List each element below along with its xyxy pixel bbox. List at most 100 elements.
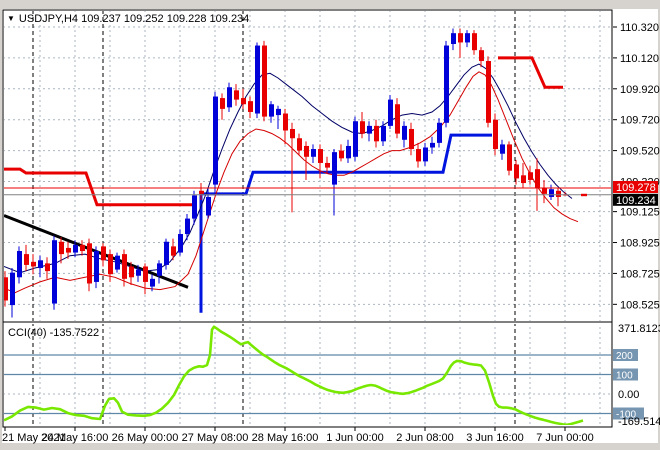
cci-level-tag: -100 bbox=[616, 410, 636, 421]
time-axis-label: 28 May 16:00 bbox=[252, 432, 319, 444]
candle-body bbox=[430, 142, 435, 148]
candle-body bbox=[493, 119, 498, 150]
last-price-tag: 109.234 bbox=[616, 195, 656, 207]
candle-body bbox=[248, 101, 253, 112]
time-axis-label: 7 Jun 00:00 bbox=[536, 432, 594, 444]
resistance-step-line[interactable] bbox=[4, 167, 195, 207]
candle-body bbox=[164, 241, 169, 265]
candle-body bbox=[311, 149, 316, 157]
price-axis-label: 109.720 bbox=[620, 115, 660, 127]
candle-body bbox=[458, 33, 463, 43]
time-axis-label: 3 Jun 16:00 bbox=[466, 432, 524, 444]
cci-level-tag-bg bbox=[613, 368, 638, 381]
candle-body bbox=[472, 33, 477, 51]
candle-body bbox=[542, 187, 547, 194]
price-axis-label: 108.525 bbox=[620, 299, 660, 311]
bid-price-tag: 109.278 bbox=[616, 182, 656, 194]
candle-body bbox=[150, 278, 155, 287]
cci-panel[interactable] bbox=[3, 322, 612, 427]
cci-indicator-label: CCI(40) -135.7522 bbox=[8, 327, 99, 339]
candle-body bbox=[262, 45, 267, 117]
candle-body bbox=[178, 234, 183, 253]
cci-level-tag-bg bbox=[613, 407, 644, 420]
candle-body bbox=[381, 125, 386, 142]
candle-body bbox=[269, 104, 274, 117]
price-axis[interactable]: 110.320110.120109.920109.720109.520109.3… bbox=[613, 22, 660, 428]
candle-body bbox=[4, 277, 8, 301]
candle-body bbox=[451, 33, 456, 44]
candle-body bbox=[409, 128, 414, 150]
last-price-tag-bg bbox=[613, 193, 658, 206]
candle-body bbox=[374, 125, 379, 142]
candle-body bbox=[549, 189, 554, 197]
candle-body bbox=[66, 247, 71, 253]
candle-body bbox=[507, 144, 512, 171]
symbol-ohlc-text: USDJPY,H4 109.237 109.252 109.228 109.23… bbox=[18, 13, 250, 25]
price-axis-label: 109.520 bbox=[620, 146, 660, 158]
support-step-line[interactable] bbox=[199, 133, 492, 313]
current-bar-marker bbox=[581, 193, 587, 197]
candle-body bbox=[339, 150, 344, 159]
cci-panel-border bbox=[2, 321, 613, 428]
chart-title: ▼ USDJPY,H4 109.237 109.252 109.228 109.2… bbox=[7, 13, 249, 25]
candle-body bbox=[220, 98, 225, 109]
cci-level-tag: 100 bbox=[616, 371, 633, 382]
candle-body bbox=[24, 254, 29, 265]
candle-body bbox=[185, 218, 190, 235]
candle-body bbox=[395, 104, 400, 134]
candle-body bbox=[437, 122, 442, 143]
candle-body bbox=[17, 251, 22, 278]
cci-value: -135.7522 bbox=[49, 327, 100, 339]
candle-body bbox=[304, 145, 309, 157]
price-axis-label: 109.125 bbox=[620, 207, 660, 219]
candle-body bbox=[535, 169, 540, 188]
cci-level-tag-bg bbox=[613, 349, 638, 361]
candle-body bbox=[115, 255, 120, 270]
candle-body bbox=[192, 195, 197, 219]
candle-body bbox=[171, 246, 176, 256]
candle-body bbox=[283, 113, 288, 131]
candle-body bbox=[73, 244, 78, 253]
candle-body bbox=[234, 90, 239, 100]
candle-body bbox=[402, 125, 407, 140]
cci-line bbox=[4, 325, 584, 425]
resistance-step-line-2[interactable] bbox=[498, 56, 563, 89]
candle-body bbox=[556, 190, 561, 197]
candle-body bbox=[528, 172, 533, 180]
candle-body bbox=[332, 152, 337, 185]
candle-body bbox=[108, 254, 113, 275]
price-axis-label: 108.725 bbox=[620, 268, 660, 280]
candle-body bbox=[346, 145, 351, 159]
candle-body bbox=[388, 99, 393, 126]
time-axis-label: 21 May 2021 bbox=[2, 432, 66, 444]
candle-body bbox=[465, 33, 470, 43]
candle-body bbox=[423, 147, 428, 162]
candle-body bbox=[101, 246, 106, 261]
cci-min-label: -169.5148 bbox=[618, 416, 660, 428]
main-chart-panel[interactable] bbox=[3, 10, 612, 322]
candle-body bbox=[318, 149, 323, 163]
price-axis-label: 108.925 bbox=[620, 238, 660, 250]
cci-zero-label: 0.00 bbox=[618, 389, 639, 401]
cci-level-tag: 200 bbox=[616, 351, 633, 362]
candle-body bbox=[10, 272, 15, 306]
candle-body bbox=[416, 149, 421, 162]
candle-body bbox=[87, 243, 92, 284]
cci-max-label: 371.8123 bbox=[618, 323, 660, 335]
candle-body bbox=[52, 240, 57, 304]
candle-body bbox=[486, 60, 491, 123]
candle-body bbox=[122, 254, 127, 279]
candle-body bbox=[514, 164, 519, 179]
candle-body bbox=[94, 251, 99, 282]
candle-body bbox=[199, 190, 204, 194]
bid-price-tag-bg bbox=[613, 180, 658, 193]
ma-line-navy bbox=[4, 63, 573, 274]
price-axis-label: 109.920 bbox=[620, 84, 660, 96]
candle-body bbox=[31, 261, 36, 267]
candle-body bbox=[143, 266, 148, 282]
candle-body bbox=[367, 125, 372, 134]
dropdown-triangle-icon[interactable]: ▼ bbox=[7, 14, 15, 23]
